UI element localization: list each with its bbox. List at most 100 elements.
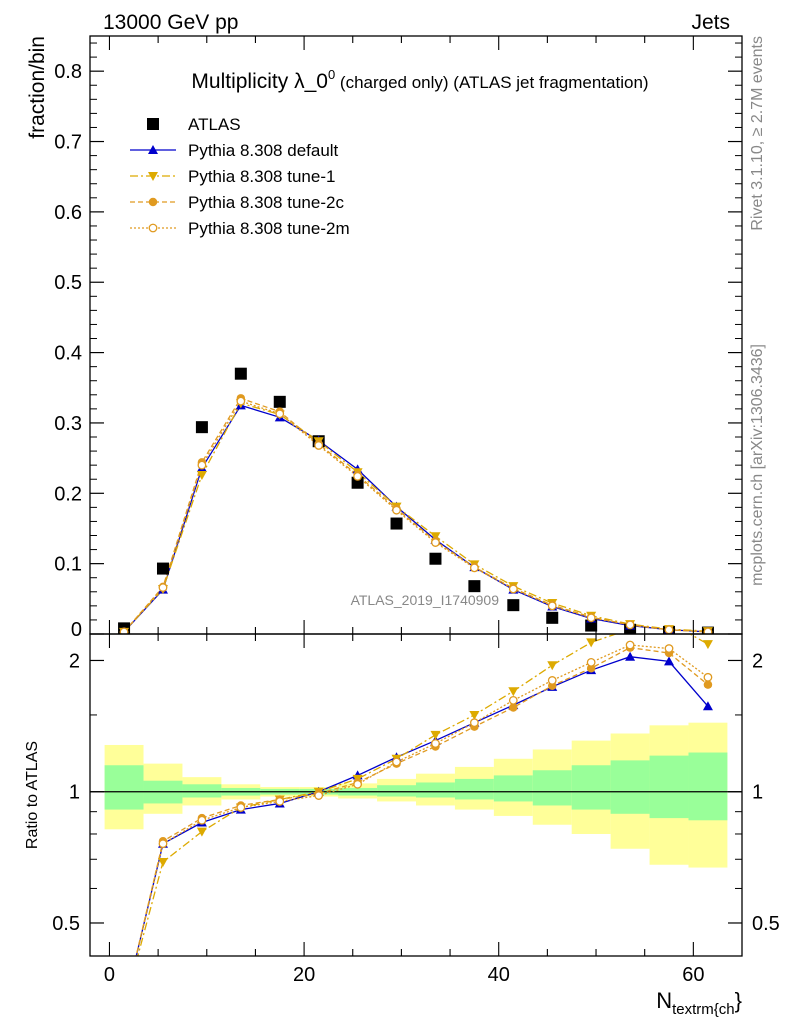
ratio-point-tune1: [430, 730, 441, 740]
main-line-tune2m: [123, 400, 708, 633]
ratio-point-tune2m: [197, 815, 207, 825]
legend-label-default: Pythia 8.308 default: [188, 141, 339, 160]
legend-label-tune1: Pythia 8.308 tune-1: [188, 167, 335, 186]
ratio-line-tune2m: [135, 644, 709, 956]
ratio-point-tune2c: [509, 703, 518, 712]
ratio-xtick-label: 0: [104, 964, 115, 986]
main-ytick-label: 0: [71, 619, 82, 641]
main-point-tune2m: [586, 613, 596, 623]
ratio-point-tune2m: [236, 803, 246, 812]
main-title: Multiplicity λ_00 (charged only) (ATLAS …: [191, 67, 648, 93]
legend: ATLAS Pythia 8.308 default Pythia 8.308 tu…: [130, 115, 350, 238]
main-point-data: [429, 552, 442, 565]
ratio-xlabel: Ntextrm{ch}: [656, 988, 742, 1018]
ratio-point-tune2m: [625, 640, 635, 650]
main-point-tune1: [196, 471, 207, 481]
xlabel-end: }: [735, 988, 742, 1013]
xlabel-main: N: [656, 988, 672, 1013]
main-line-default: [123, 404, 708, 633]
main-point-data: [195, 421, 208, 434]
ratio-ytick-label-right: 1: [752, 782, 763, 804]
ratio-point-tune2c: [703, 680, 713, 689]
ratio-band-inner: [377, 785, 416, 797]
ratio-band-inner: [532, 770, 572, 806]
main-ytick-label: 0.2: [54, 483, 82, 505]
ratio-panel: 0.5 0.51 12 20 20 40 60 Ratio to ATLAS Ntextrm…: [24, 633, 780, 1018]
ratio-line-tune1: [137, 634, 709, 956]
main-point-tune2m: [392, 505, 401, 515]
ratio-point-tune2m: [158, 839, 168, 849]
main-point-tune2m: [236, 396, 246, 406]
ratio-point-tune1: [469, 710, 480, 720]
ratio-point-tune2m: [664, 644, 674, 653]
ratio-point-tune2m: [547, 676, 557, 685]
rivet-label: Rivet 3.1.10, ≥ 2.7M events: [749, 36, 766, 231]
ratio-point-tune1: [702, 640, 713, 650]
ratio-ytick-label-right: 2: [752, 650, 763, 672]
main-point-tune2m: [314, 441, 324, 450]
legend-marker-data: [147, 118, 159, 130]
ratio-point-tune2m: [353, 779, 363, 789]
ratio-line-tune2c: [135, 646, 709, 956]
ratio-point-tune2m: [314, 791, 324, 800]
ratio-point-tune1: [586, 638, 597, 648]
ratio-line-default: [135, 656, 709, 956]
ratio-band-inner: [454, 778, 494, 800]
main-point-data: [273, 395, 286, 408]
ratio-point-tune1: [547, 661, 558, 671]
ratio-band-inner: [493, 775, 533, 802]
process-label: Jets: [691, 11, 730, 34]
main-point-tune1: [430, 532, 441, 542]
ratio-point-default: [625, 651, 636, 661]
main-point-tune2m: [508, 584, 518, 594]
legend-label-tune2c: Pythia 8.308 tune-2c: [188, 193, 344, 212]
ratio-point-default: [702, 701, 713, 711]
title-rest: (charged only) (ATLAS jet fragmentation): [335, 73, 648, 92]
legend-marker-tune2c: [148, 197, 158, 207]
ratio-xtick-label: 20: [293, 964, 315, 986]
ratio-point-tune1: [157, 857, 168, 867]
ratio-band-inner: [104, 765, 144, 810]
ratio-point-tune2m: [392, 757, 401, 767]
ratio-band-inner: [610, 760, 650, 814]
ratio-point-tune2m: [508, 695, 518, 705]
main-point-tune2m: [353, 472, 363, 481]
ratio-band-inner: [416, 782, 455, 798]
main-ytick-label: 0.8: [54, 61, 82, 83]
main-point-data: [507, 599, 520, 612]
main-point-data: [390, 517, 403, 530]
ratio-ytick-label: 0.5: [52, 913, 80, 935]
legend-label-tune2m: Pythia 8.308 tune-2m: [188, 219, 350, 238]
main-point-tune2m: [119, 627, 129, 634]
mcplots-label: mcplots.cern.ch [arXiv:1306.3436]: [749, 344, 766, 586]
ratio-ytick-label: 2: [69, 650, 80, 672]
ratio-ytick-label-right: 0.5: [752, 913, 780, 935]
title-main: Multiplicity λ_0: [191, 70, 328, 93]
main-point-tune2m: [664, 625, 674, 634]
ratio-point-tune2m: [703, 672, 713, 682]
ratio-frame: [89, 633, 743, 957]
legend-label-data: ATLAS: [188, 115, 241, 134]
ratio-band-inner: [688, 752, 728, 821]
main-ylabel: fraction/bin: [26, 36, 49, 139]
ratio-ylabel: Ratio to ATLAS: [24, 741, 41, 849]
ratio-ytick-label: 1: [69, 782, 80, 804]
ratio-point-tune2m: [431, 739, 440, 748]
main-ytick-label: 0.6: [54, 202, 82, 224]
main-point-data: [351, 476, 364, 489]
main-point-data: [156, 562, 169, 575]
ratio-point-tune2m: [275, 797, 285, 806]
main-ytick-label: 0.4: [54, 343, 82, 365]
main-point-data: [546, 611, 559, 624]
main-point-tune2m: [158, 583, 168, 592]
main-ytick-label: 0.7: [54, 132, 82, 154]
main-point-tune2m: [547, 601, 557, 611]
main-point-tune2m: [275, 409, 285, 419]
xlabel-sub: textrm{ch: [672, 1001, 735, 1018]
main-point-tune2m: [431, 538, 440, 547]
ratio-xtick-label: 40: [488, 964, 510, 986]
legend-marker-tune1: [148, 172, 158, 181]
main-ytick-label: 0.5: [54, 272, 82, 294]
ratio-point-default: [664, 656, 675, 666]
